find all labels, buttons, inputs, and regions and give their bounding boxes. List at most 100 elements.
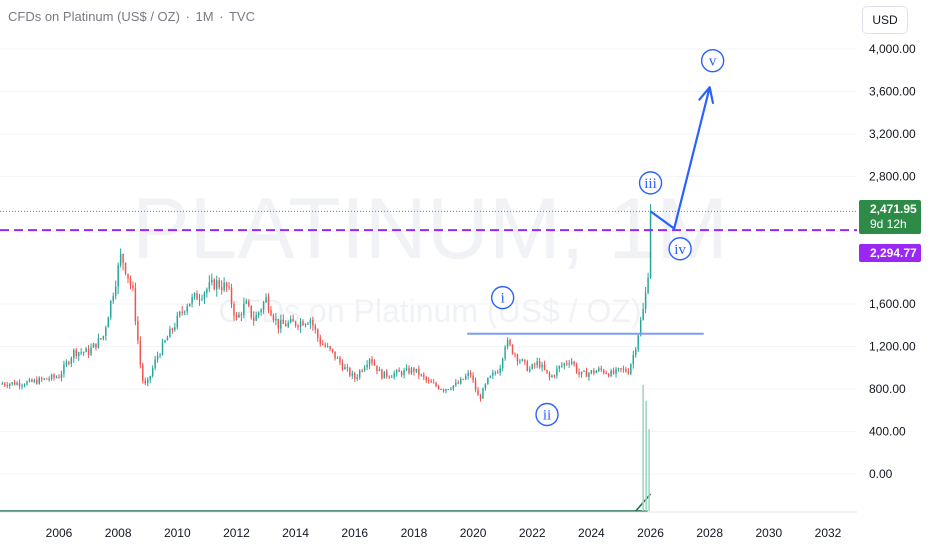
- candle: [538, 361, 541, 368]
- candle: [499, 368, 501, 373]
- price-series: [1, 204, 652, 402]
- candle: [573, 361, 575, 365]
- candle: [536, 361, 538, 366]
- candle: [127, 273, 129, 279]
- candle: [28, 379, 31, 382]
- candle: [460, 378, 462, 384]
- candle: [156, 355, 159, 360]
- grid: [0, 48, 857, 475]
- candle: [149, 375, 151, 380]
- candle: [612, 370, 615, 374]
- candle: [622, 368, 625, 370]
- candle: [494, 372, 496, 374]
- candle: [280, 319, 282, 329]
- candle: [33, 379, 36, 382]
- candle: [122, 254, 124, 263]
- wave-label-circle: [638, 171, 663, 195]
- candle: [270, 310, 272, 316]
- chart-header: CFDs on Platinum (US$ / OZ) · 1M · TVC: [8, 9, 257, 24]
- candle: [139, 340, 142, 365]
- candle: [531, 364, 533, 369]
- candle: [580, 371, 583, 375]
- candle: [598, 368, 600, 372]
- candle: [146, 379, 149, 384]
- candle: [351, 373, 354, 376]
- candle: [137, 321, 139, 341]
- candle: [53, 374, 55, 378]
- x-tick-label: 2028: [696, 526, 723, 540]
- candle: [18, 382, 21, 386]
- candle: [472, 375, 474, 381]
- currency-button[interactable]: USD: [862, 6, 908, 34]
- candle: [526, 361, 529, 371]
- candle: [415, 368, 418, 372]
- price-axis[interactable]: 4,000.00 3,600.00 3,200.00 2,800.00 1,600.00…: [857, 0, 932, 550]
- candle: [260, 309, 262, 313]
- candle: [521, 359, 524, 361]
- candle: [110, 300, 112, 318]
- candle: [447, 389, 450, 391]
- candle: [477, 389, 479, 396]
- y-tick-label: 800.00: [869, 382, 906, 396]
- candle: [469, 372, 472, 376]
- candle: [169, 328, 171, 338]
- candle: [403, 370, 405, 376]
- candle: [31, 379, 33, 382]
- symbol-title[interactable]: CFDs on Platinum (US$ / OZ): [8, 9, 180, 24]
- candle: [509, 340, 511, 345]
- candle: [543, 364, 546, 370]
- candle: [289, 318, 292, 323]
- candle: [216, 280, 218, 290]
- candle: [427, 380, 430, 382]
- candle: [134, 288, 137, 322]
- candle: [642, 309, 644, 321]
- candle: [565, 363, 568, 365]
- candle: [176, 315, 179, 328]
- time-axis[interactable]: 2006 2008 2010 2012 2014 2016 2018 2020 2022 2024…: [0, 511, 857, 540]
- candle: [578, 372, 580, 375]
- candle: [48, 378, 50, 380]
- candle: [80, 352, 82, 354]
- candle: [440, 389, 442, 391]
- y-tick-label: 3,600.00: [869, 85, 916, 99]
- line-price-tag: 2,294.77: [859, 244, 921, 262]
- candle: [610, 370, 612, 377]
- candle: [474, 380, 477, 390]
- candle: [87, 348, 90, 355]
- candle: [630, 364, 632, 374]
- candle: [201, 298, 203, 300]
- candle: [420, 374, 423, 376]
- candle: [112, 296, 114, 301]
- candle: [73, 349, 75, 359]
- candle: [107, 317, 110, 328]
- x-tick-label: 2006: [46, 526, 73, 540]
- candle: [482, 388, 484, 399]
- candle: [265, 296, 267, 303]
- candle: [65, 362, 68, 365]
- interval-label[interactable]: 1M: [195, 9, 214, 24]
- y-tick-label: 3,200.00: [869, 127, 916, 141]
- watermark-line1: PLATINUM, 1M: [132, 181, 728, 277]
- drawing-lines[interactable]: [0, 86, 857, 335]
- candle: [388, 376, 391, 378]
- candle: [489, 375, 492, 378]
- candle: [275, 318, 277, 320]
- candle: [602, 369, 605, 374]
- candle: [240, 314, 243, 316]
- candle: [570, 361, 573, 364]
- x-tick-label: 2012: [223, 526, 250, 540]
- candle: [487, 377, 489, 385]
- candle: [11, 382, 13, 384]
- candle: [218, 280, 220, 288]
- candle: [442, 389, 445, 391]
- candle: [272, 315, 275, 320]
- candle: [378, 369, 381, 372]
- candle: [119, 254, 122, 266]
- candle: [590, 370, 593, 374]
- candle: [344, 367, 346, 370]
- x-tick-label: 2022: [519, 526, 546, 540]
- candle: [607, 373, 610, 377]
